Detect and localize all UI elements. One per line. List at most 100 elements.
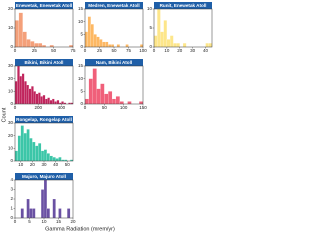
y-axis-label: Count <box>1 107 7 122</box>
x-tick-label: 25 <box>32 48 38 53</box>
y-tick-label: 10 <box>8 89 14 94</box>
y-tick-label: 20 <box>8 76 14 81</box>
x-tick-label: 25 <box>97 48 103 53</box>
x-tick-label: 5 <box>28 219 31 224</box>
chart: Count Gamma Radiation (mrem/yr) Enewetak… <box>1 2 213 232</box>
bar <box>115 96 120 105</box>
bar <box>54 101 57 105</box>
y-tick-label: 1 <box>10 206 13 211</box>
y-tick-label: 0 <box>149 44 152 49</box>
bar <box>104 93 109 105</box>
x-tick-label: 50 <box>65 162 71 167</box>
bar <box>88 78 93 105</box>
bar <box>160 31 164 48</box>
y-tick-label: 10 <box>147 6 153 11</box>
y-tick-label: 10 <box>78 76 84 81</box>
bar <box>19 76 23 105</box>
bar <box>49 45 54 48</box>
bar <box>43 149 47 162</box>
bar <box>47 97 50 105</box>
bar <box>24 81 27 105</box>
panel-frame <box>84 65 144 105</box>
x-tick-label: 400 <box>58 105 66 110</box>
panel-header <box>85 59 143 66</box>
bar <box>96 36 100 48</box>
x-tick-label: 50 <box>102 105 108 110</box>
bar <box>173 43 177 48</box>
bar <box>49 100 53 105</box>
x-tick-label: 0 <box>14 105 17 110</box>
x-tick-label: 0 <box>84 48 87 53</box>
panel-title: Runit, Enewetak Atoll <box>160 3 207 8</box>
bar <box>69 45 74 48</box>
x-tick-label: 100 <box>120 105 128 110</box>
y-tick-label: 20 <box>8 6 14 11</box>
bar <box>26 198 30 219</box>
bar <box>34 43 39 48</box>
bar <box>35 93 39 105</box>
bar <box>111 98 117 105</box>
bar <box>31 86 34 105</box>
bar <box>163 20 167 48</box>
bar <box>32 208 36 219</box>
bar <box>35 145 39 162</box>
y-tick-label: 10 <box>8 25 14 30</box>
y-tick-label: 5 <box>149 25 152 30</box>
bar <box>20 208 24 219</box>
bar <box>45 98 48 105</box>
panel-header <box>15 116 73 123</box>
x-tick-label: 30 <box>190 48 196 53</box>
bar <box>26 39 31 48</box>
bar <box>14 20 19 48</box>
panel-title: Medren, Enewetak Atoll <box>88 3 139 8</box>
y-tick-label: 5 <box>80 89 83 94</box>
x-tick-label: 20 <box>177 48 183 53</box>
bar <box>20 125 24 162</box>
bar <box>153 35 158 48</box>
panel-title: Enewetak, Enewetak Atoll <box>16 3 72 8</box>
bar <box>52 198 56 219</box>
bar <box>67 208 71 219</box>
y-tick-label: 30 <box>8 120 14 125</box>
panel-header <box>85 2 143 9</box>
panel-frame <box>14 122 74 162</box>
bar <box>32 141 36 162</box>
y-tick-label: 0 <box>80 101 83 106</box>
x-axis-label: Gamma Radiation (mrem/yr) <box>45 226 115 232</box>
y-tick-label: 3 <box>10 187 13 192</box>
bar <box>28 88 32 105</box>
panel-title: Majuro, Majuro Atoll <box>22 174 66 179</box>
y-tick-label: 5 <box>80 32 83 37</box>
bar <box>87 16 91 48</box>
x-tick-label: 75 <box>126 48 132 53</box>
bar <box>92 68 97 105</box>
bar <box>61 101 64 105</box>
bar <box>14 81 18 105</box>
bar <box>14 150 18 162</box>
bar <box>29 138 33 162</box>
bar <box>46 208 50 219</box>
y-tick-label: 0 <box>10 215 13 220</box>
x-tick-label: 30 <box>41 162 47 167</box>
bar <box>52 98 55 105</box>
bar <box>56 100 60 105</box>
bar <box>84 98 89 105</box>
x-tick-label: 20 <box>70 219 76 224</box>
bar <box>102 41 106 48</box>
y-tick-label: 20 <box>8 133 14 138</box>
bar <box>105 41 109 48</box>
bar <box>166 39 171 48</box>
x-tick-label: 0 <box>14 48 17 53</box>
bar <box>46 153 50 162</box>
panel-header <box>154 2 212 9</box>
bar <box>58 208 62 219</box>
y-tick-label: 0 <box>10 158 13 163</box>
bar <box>29 208 33 219</box>
bar <box>99 39 103 48</box>
bar <box>42 95 46 105</box>
bar <box>38 43 43 48</box>
bar <box>30 41 35 48</box>
x-tick-label: 10 <box>164 48 170 53</box>
bar <box>116 44 120 48</box>
y-tick-label: 10 <box>78 19 84 24</box>
